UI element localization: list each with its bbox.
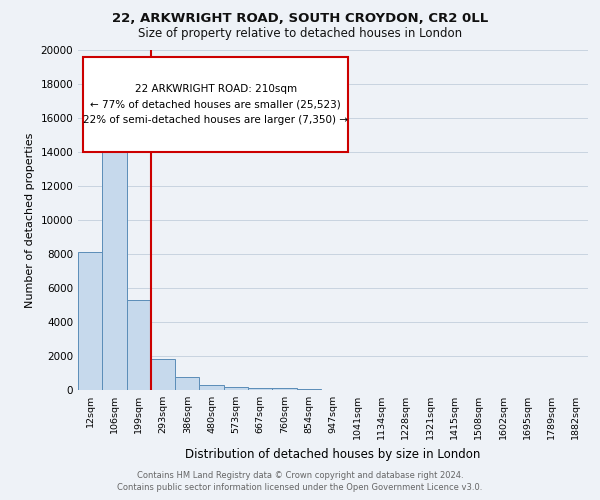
Text: Contains HM Land Registry data © Crown copyright and database right 2024.
Contai: Contains HM Land Registry data © Crown c… (118, 471, 482, 492)
Text: 22, ARKWRIGHT ROAD, SOUTH CROYDON, CR2 0LL: 22, ARKWRIGHT ROAD, SOUTH CROYDON, CR2 0… (112, 12, 488, 26)
Bar (78, 252, 102, 390)
FancyBboxPatch shape (83, 57, 348, 152)
Bar (199, 385, 224, 390)
Bar (175, 377, 199, 390)
Bar (272, 388, 296, 390)
Bar (248, 388, 272, 390)
X-axis label: Distribution of detached houses by size in London: Distribution of detached houses by size … (185, 448, 481, 460)
Bar (127, 300, 151, 390)
Bar (102, 110, 127, 390)
Text: 22 ARKWRIGHT ROAD: 210sqm
← 77% of detached houses are smaller (25,523)
22% of s: 22 ARKWRIGHT ROAD: 210sqm ← 77% of detac… (83, 84, 348, 125)
Y-axis label: Number of detached properties: Number of detached properties (25, 132, 35, 308)
Bar (224, 386, 248, 390)
Text: Size of property relative to detached houses in London: Size of property relative to detached ho… (138, 28, 462, 40)
Bar (151, 360, 175, 390)
